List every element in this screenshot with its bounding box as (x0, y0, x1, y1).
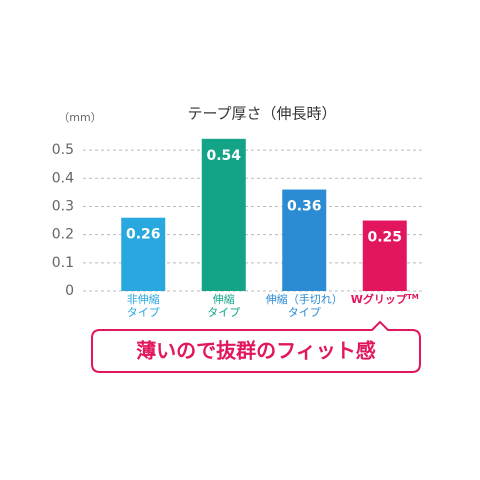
chart-title: テープ厚さ（伸長時） (187, 105, 336, 123)
y-tick-label: 0 (65, 283, 74, 299)
y-tick-label: 0.5 (52, 142, 74, 158)
x-tick-label-part: TM (407, 293, 419, 301)
x-tick-label: WグリップTM (351, 292, 419, 306)
x-tick-label: 伸縮（手切れ） (266, 292, 343, 306)
x-tick-label: タイプ (288, 306, 321, 319)
value-label: 0.26 (126, 227, 161, 243)
callout-box (91, 320, 421, 373)
bar (201, 138, 246, 291)
x-tick-label: 非伸縮 (127, 292, 160, 306)
value-label: 0.54 (206, 148, 241, 164)
y-tick-label: 0.1 (52, 255, 74, 271)
x-tick-label: 伸縮 (213, 292, 235, 306)
value-label: 0.25 (367, 230, 402, 246)
x-tick-label: タイプ (207, 306, 240, 319)
x-tick-label-part: Wグリップ (351, 292, 408, 306)
y-tick-label: 0.3 (52, 198, 74, 214)
value-label: 0.36 (287, 199, 322, 215)
y-unit: （mm） (58, 111, 101, 124)
bar (121, 217, 166, 291)
y-tick-label: 0.4 (52, 170, 74, 186)
callout-text: 薄いので抜群のフィット感 (136, 339, 376, 363)
y-tick-label: 0.2 (52, 227, 74, 243)
x-tick-label: タイプ (127, 306, 160, 319)
bar (362, 220, 407, 291)
bar (282, 189, 327, 291)
